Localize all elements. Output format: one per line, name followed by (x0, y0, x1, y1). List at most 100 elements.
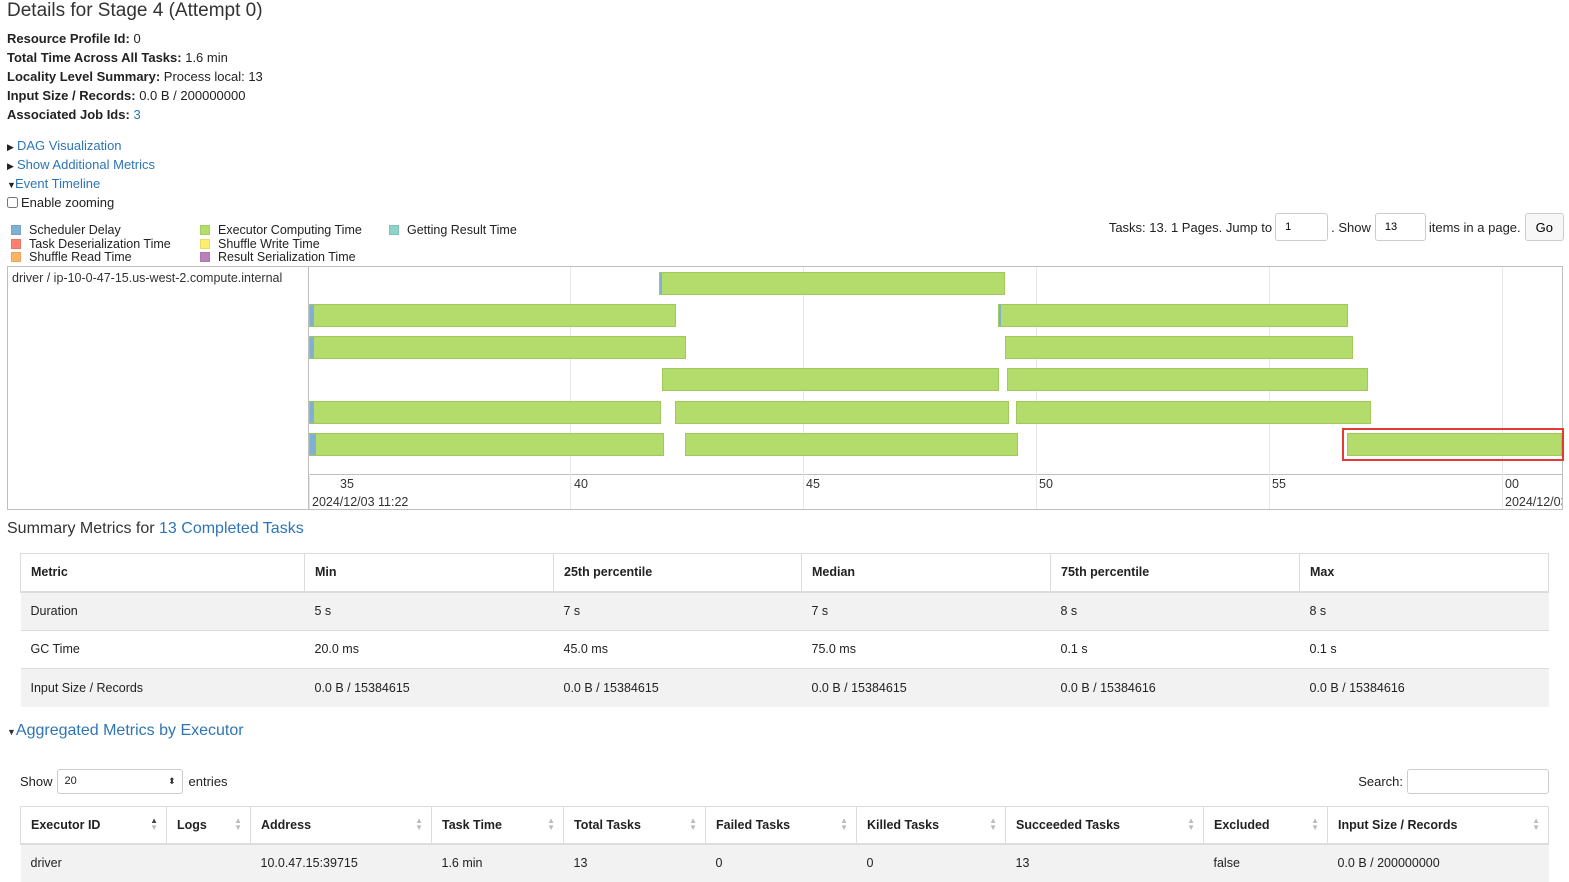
aggregated-metrics-toggle[interactable]: ▼Aggregated Metrics by Executor (7, 722, 244, 740)
table-cell: 8 s (1050, 591, 1300, 630)
show-label: Show (20, 774, 53, 789)
column-header-task-time[interactable]: Task Time ▲ ▼ (431, 806, 564, 845)
task-bar[interactable] (309, 433, 664, 456)
sort-updown-icon: ⬍ (167, 776, 176, 786)
search-box: Search: (1358, 769, 1549, 794)
stage-summary: Resource Profile Id: 0 Total Time Across… (7, 31, 263, 126)
table-cell: 0.0 B / 200000000 (1327, 843, 1549, 882)
task-bar[interactable] (659, 272, 1005, 295)
caret-right-icon: ▶ (7, 142, 14, 152)
column-header-input-size[interactable]: Input Size / Records ▲ ▼ (1327, 806, 1549, 845)
task-bar[interactable] (309, 304, 676, 327)
table-cell: 8 s (1299, 591, 1549, 630)
page-title: Details for Stage 4 (Attempt 0) (7, 0, 263, 21)
additional-metrics-link[interactable]: Show Additional Metrics (17, 157, 156, 172)
sort-icon: ▲ ▼ (234, 816, 242, 832)
table-cell: 0.1 s (1299, 629, 1549, 669)
enable-zooming-checkbox[interactable] (7, 197, 18, 208)
table-cell: 10.0.47.15:39715 (250, 843, 432, 882)
task-bar[interactable] (1005, 336, 1353, 359)
pager-summary: Tasks: 13. 1 Pages. Jump to (1108, 219, 1273, 235)
table-cell: 13 (1005, 843, 1204, 882)
task-bar[interactable] (1016, 401, 1371, 424)
pager-suffix: items in a page. (1428, 219, 1521, 235)
summary-metrics-table: Metric Min 25th percentile Median 75th p… (20, 553, 1549, 707)
summary-total-time: Total Time Across All Tasks: 1.6 min (7, 50, 228, 65)
table-cell: 13 (563, 843, 706, 882)
entries-select[interactable]: 20 ⬍ (56, 769, 183, 794)
event-timeline[interactable]: driver / ip-10-0-47-15.us-west-2.compute… (7, 266, 1564, 510)
enable-zooming-label: Enable zooming (21, 195, 115, 210)
legend-result-serialization: Result Serialization Time (200, 251, 356, 264)
executor-table: Executor ID ▲ ▼ Logs ▲ ▼ Address ▲ ▼ Task Time… (20, 806, 1549, 882)
legend-swatch (200, 252, 210, 262)
column-header-failed-tasks[interactable]: Failed Tasks ▲ ▼ (705, 806, 857, 845)
column-header-excluded[interactable]: Excluded ▲ ▼ (1203, 806, 1328, 845)
search-input[interactable] (1407, 769, 1549, 794)
task-pager: Tasks: 13. 1 Pages. Jump to . Show items… (1109, 213, 1564, 241)
task-bar[interactable] (998, 304, 1348, 327)
column-header-total-tasks[interactable]: Total Tasks ▲ ▼ (563, 806, 706, 845)
go-button[interactable]: Go (1524, 213, 1564, 241)
caret-down-icon: ▼ (7, 180, 16, 190)
job-id-link[interactable]: 3 (133, 107, 141, 122)
task-bar[interactable] (309, 401, 661, 424)
axis-tick: 35 (340, 477, 354, 491)
completed-tasks-link[interactable]: 13 Completed Tasks (159, 520, 304, 537)
additional-metrics-toggle[interactable]: ▶ Show Additional Metrics (7, 157, 155, 172)
task-bar[interactable] (675, 401, 1009, 424)
table-cell: 1.6 min (431, 843, 564, 882)
sort-icon: ▲ ▼ (415, 816, 423, 832)
dag-visualization-toggle[interactable]: ▶ DAG Visualization (7, 138, 122, 153)
axis-date-start: 2024/12/03 11:22 (312, 495, 409, 509)
legend-shuffle-read: Shuffle Read Time (11, 251, 132, 264)
timeline-canvas[interactable]: 35 40 45 50 55 00 2024/12/03 11:22 2024/… (309, 267, 1564, 509)
column-header-logs[interactable]: Logs ▲ ▼ (166, 806, 251, 845)
column-header-killed-tasks[interactable]: Killed Tasks ▲ ▼ (856, 806, 1006, 845)
task-bar[interactable] (1007, 368, 1368, 391)
table-cell (166, 843, 251, 882)
column-header: Min (304, 553, 554, 593)
table-cell: GC Time (20, 629, 305, 669)
highlight-box (1342, 428, 1564, 461)
table-cell: 45.0 ms (553, 629, 802, 669)
table-header-row: Metric Min 25th percentile Median 75th p… (20, 553, 1549, 593)
legend-swatch (200, 225, 210, 235)
dag-visualization-link[interactable]: DAG Visualization (17, 138, 122, 153)
table-cell: 0 (705, 843, 857, 882)
jump-to-page-input[interactable] (1275, 213, 1329, 241)
summary-input-size: Input Size / Records: 0.0 B / 200000000 (7, 88, 246, 103)
summary-locality: Locality Level Summary: Process local: 1… (7, 69, 263, 84)
axis-tick: 50 (1039, 477, 1053, 491)
table-cell: 0 (856, 843, 1006, 882)
legend-swatch (200, 239, 210, 249)
task-bar[interactable] (685, 433, 1018, 456)
table-cell: false (1203, 843, 1328, 882)
task-bar[interactable] (662, 368, 999, 391)
legend-executor-computing: Executor Computing Time (200, 224, 362, 237)
column-header-address[interactable]: Address ▲ ▼ (250, 806, 432, 845)
aggregated-metrics-link[interactable]: Aggregated Metrics by Executor (15, 722, 244, 739)
table-row: Duration 5 s 7 s 7 s 8 s 8 s (20, 591, 1549, 630)
column-header-succeeded-tasks[interactable]: Succeeded Tasks ▲ ▼ (1005, 806, 1204, 845)
task-bar[interactable] (1347, 433, 1562, 456)
table-row: driver 10.0.47.15:39715 1.6 min 13 0 0 1… (20, 843, 1549, 882)
page-size-input[interactable] (1374, 213, 1426, 241)
table-cell: 0.1 s (1050, 629, 1300, 669)
sort-icon: ▲ ▼ (1187, 816, 1195, 832)
caret-right-icon: ▶ (7, 161, 14, 171)
column-header: Metric (20, 553, 305, 593)
event-timeline-link[interactable]: Event Timeline (15, 176, 101, 191)
event-timeline-toggle[interactable]: ▼Event Timeline (7, 176, 100, 191)
table-cell: driver (20, 843, 167, 882)
legend-task-deserialization: Task Deserialization Time (11, 238, 171, 251)
table-cell: 0.0 B / 15384616 (1050, 668, 1300, 707)
task-bar[interactable] (309, 336, 686, 359)
column-header-executor-id[interactable]: Executor ID ▲ ▼ (20, 806, 167, 845)
table-cell: 7 s (801, 591, 1051, 630)
axis-tick: 00 (1505, 477, 1519, 491)
axis-date-end: 2024/12/03 11:23 (1505, 495, 1562, 509)
summary-job-ids: Associated Job Ids: 3 (7, 107, 141, 122)
table-header-row: Executor ID ▲ ▼ Logs ▲ ▼ Address ▲ ▼ Task Time… (20, 806, 1549, 845)
table-cell: 0.0 B / 15384615 (801, 668, 1051, 707)
